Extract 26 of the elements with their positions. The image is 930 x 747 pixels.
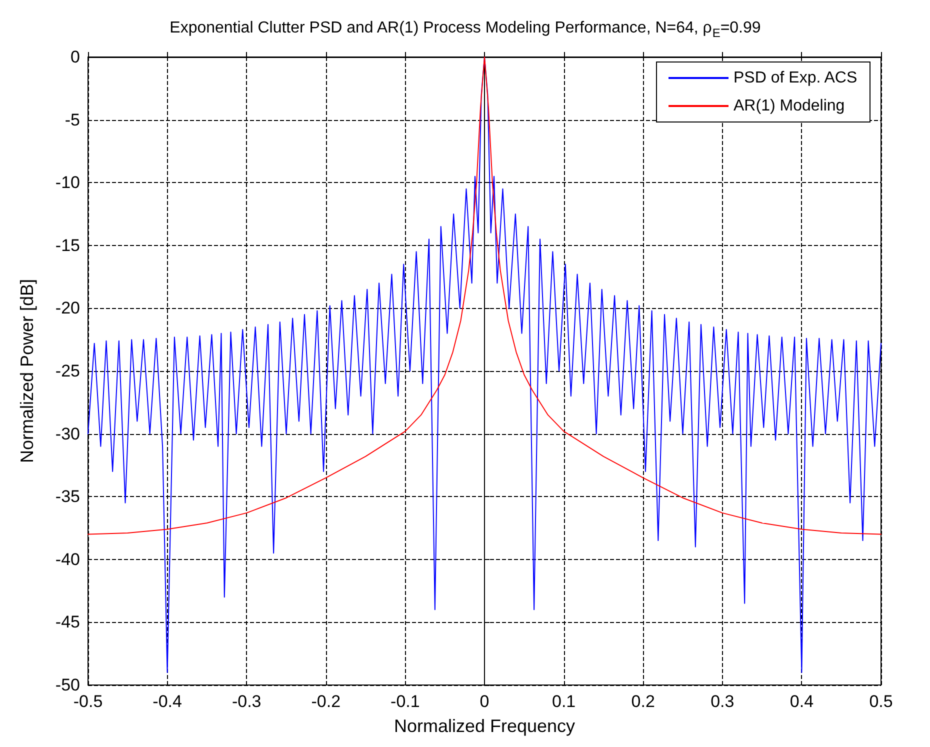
- x-tick-label: -0.3: [232, 692, 262, 711]
- y-tick-label: -30: [55, 424, 80, 444]
- y-tick-label: -25: [55, 362, 80, 380]
- y-tick-label: -10: [55, 173, 80, 192]
- y-tick-label: -50: [55, 676, 80, 694]
- x-tick-label: -0.1: [390, 692, 420, 711]
- x-tick-label: 0.3: [710, 692, 734, 711]
- x-axis-title: Normalized Frequency: [394, 716, 576, 736]
- x-tick-label: 0.4: [790, 692, 814, 711]
- y-tick-label: -15: [55, 236, 80, 255]
- x-tick-label: -0.5: [73, 692, 103, 711]
- y-tick-label: -40: [55, 550, 80, 569]
- y-tick-label: -45: [55, 612, 80, 632]
- y-tick-label: -35: [55, 487, 80, 506]
- x-tick-label: 0.2: [631, 692, 655, 711]
- x-tick-label: -0.4: [152, 692, 182, 711]
- y-tick-label: -5: [64, 110, 80, 130]
- x-tick-label: 0.5: [869, 692, 893, 711]
- y-tick-label: 0: [70, 48, 80, 66]
- x-tick-label: 0: [480, 692, 490, 711]
- y-tick-label: -20: [55, 298, 80, 318]
- x-tick-label: 0.1: [552, 692, 576, 711]
- legend-label: PSD of Exp. ACS: [734, 70, 858, 86]
- y-axis-title: Normalized Power [dB]: [17, 278, 37, 464]
- x-tick-label: -0.2: [311, 692, 341, 711]
- legend-label: AR(1) Modeling: [734, 98, 845, 114]
